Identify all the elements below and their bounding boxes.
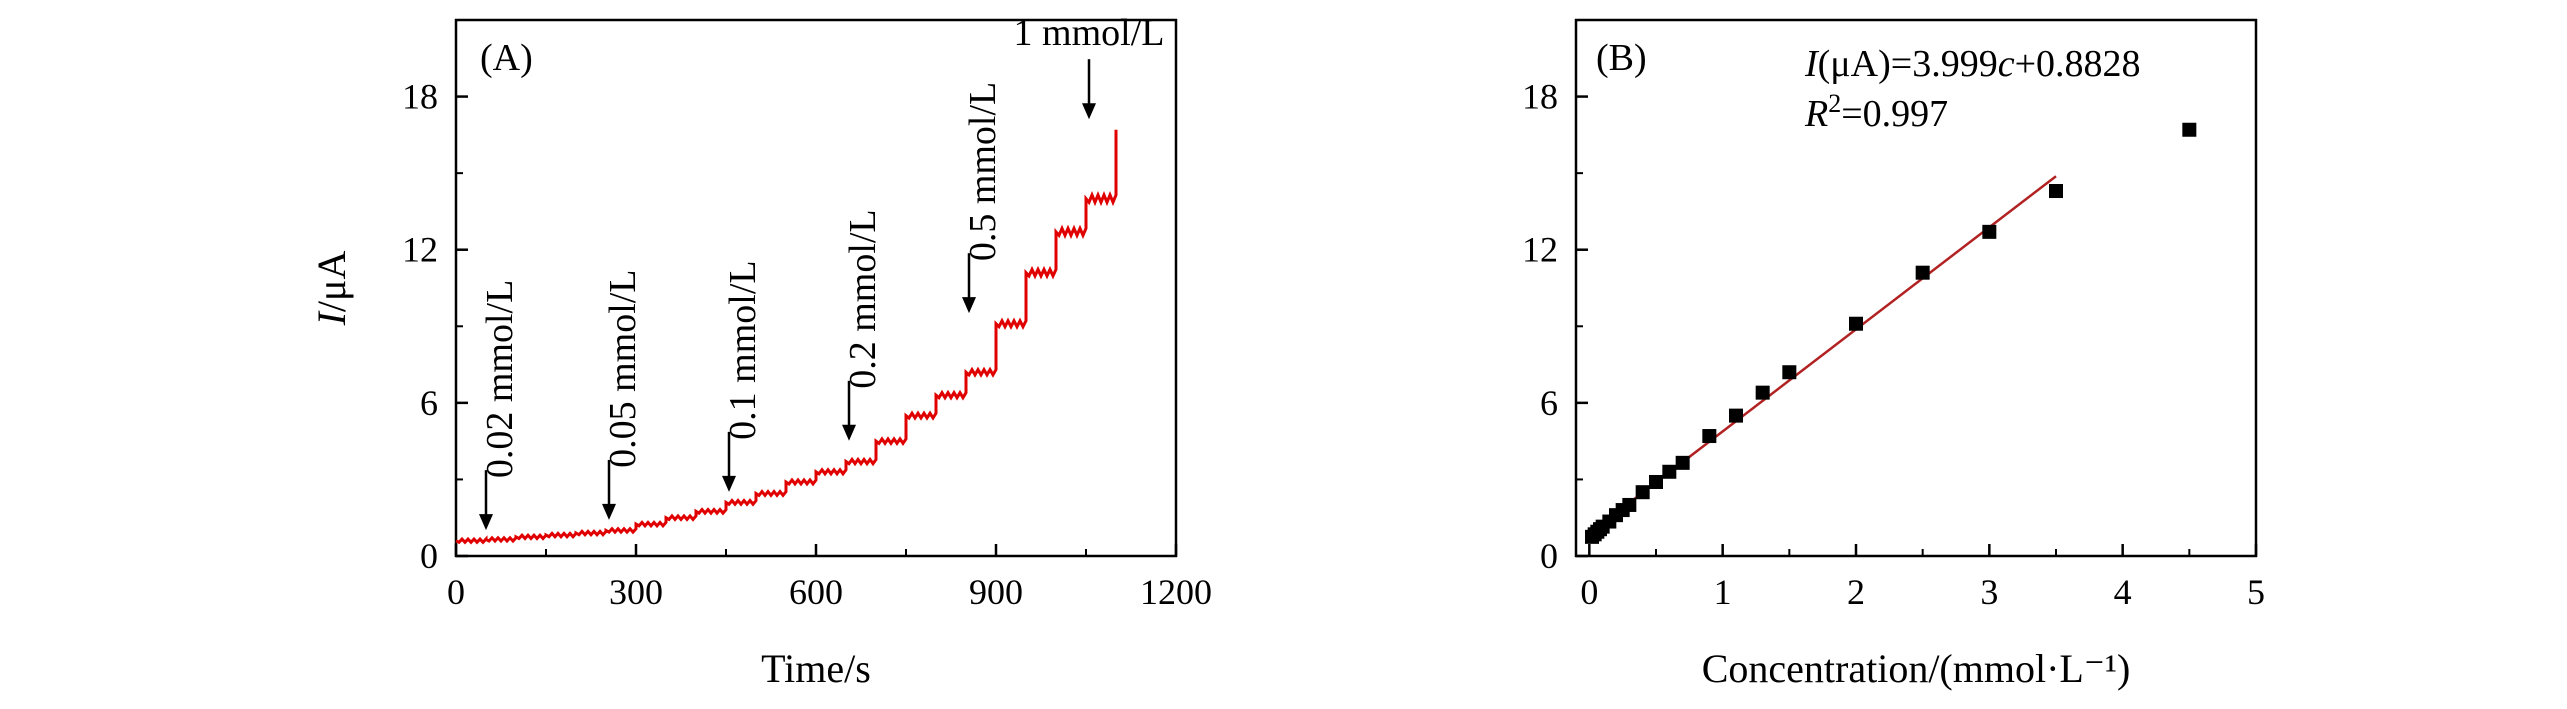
equation-symbol-i: I [1804, 43, 1820, 85]
r2-symbol: R [1804, 93, 1828, 135]
annotation-arrow-head [479, 514, 493, 531]
panel-b-x-axis-title: Concentration/(mmol·L⁻¹) [1702, 646, 2131, 691]
panel-b-y-tick-label: 18 [1522, 77, 1558, 117]
panel-a-label: (A) [480, 37, 533, 79]
panel-b-x-tick-label: 3 [1980, 572, 1998, 612]
panel-b-data-point [1982, 224, 1997, 239]
panel-b-x-tick-label: 2 [1847, 572, 1865, 612]
equation-tail: +0.8828 [2015, 43, 2141, 85]
panel-b-data-point [1649, 474, 1663, 489]
panel-a-x-tick-label: 1200 [1140, 572, 1212, 612]
panel-a-y-tick-label: 18 [402, 77, 438, 117]
panel-b-x-tick-label: 4 [2114, 572, 2132, 612]
annotation-label: 1 mmol/L [1014, 12, 1165, 54]
panel-a-annotations: 0.02 mmol/L 0.05 mmol/L 0.1 mmol/L 0.2 mmol… [479, 12, 1165, 531]
panel-b-r-squared: R2=0.997 [1804, 89, 1948, 136]
panel-a-x-tick-label: 900 [969, 572, 1023, 612]
r2-value: =0.997 [1841, 93, 1948, 135]
panel-b-frame [1574, 18, 2258, 558]
annotation-label: 0.2 mmol/L [842, 209, 884, 388]
panel-b-data-point [1849, 316, 1863, 331]
panel-b-data-point [1755, 385, 1770, 400]
panel-a: (A) 0 300 600 900 1200 0 6 12 18 0.02 mmol/L 0.05… [309, 12, 1212, 691]
panel-b-data-point [1635, 485, 1650, 500]
annotation-arrow-head [842, 424, 856, 441]
panel-b-label: (B) [1596, 37, 1647, 79]
panel-b-equation: I(μA)=3.999c+0.8828 [1804, 43, 2141, 85]
panel-a-y-tick-label: 12 [402, 230, 438, 270]
annotation-label: 0.1 mmol/L [722, 260, 764, 439]
annotation-arrow-head [962, 297, 976, 314]
annotation-label: 0.5 mmol/L [962, 82, 1004, 261]
panel-a-x-axis-title: Time/s [761, 646, 871, 691]
r2-superscript: 2 [1828, 89, 1841, 118]
panel-b-data-point [1915, 265, 1930, 280]
panel-b-x-tick-label: 1 [1714, 572, 1732, 612]
panel-b-data-point [2049, 184, 2063, 199]
panel-b-y-tick-label: 12 [1522, 230, 1558, 270]
panel-b-y-tick-label: 0 [1540, 536, 1558, 576]
panel-b-x-tick-label: 0 [1580, 572, 1598, 612]
panel-b-data-point [1622, 497, 1637, 512]
panel-b-y-tick-label: 6 [1540, 383, 1558, 423]
panel-b-data-point [1729, 408, 1743, 423]
panel-b-points [1585, 122, 2197, 544]
equation-mid: (μA)=3.999 [1818, 43, 1998, 85]
panel-a-y-axis-title-unit: /μA [309, 251, 354, 313]
equation-symbol-c: c [1998, 43, 2015, 85]
panel-a-y-tick-label: 0 [420, 536, 438, 576]
panel-b-data-point [1702, 429, 1717, 444]
panel-a-y-tick-label: 6 [420, 383, 438, 423]
panel-b-data-point [2182, 122, 2197, 137]
panel-b-x-tick-label: 5 [2247, 572, 2265, 612]
panel-a-x-tick-label: 300 [609, 572, 663, 612]
annotation-arrow-head [722, 475, 736, 492]
panel-a-x-tick-label: 600 [789, 572, 843, 612]
annotation-label: 0.05 mmol/L [602, 269, 644, 467]
annotation-arrow-head [602, 503, 616, 520]
panel-b-data-point [1662, 464, 1677, 479]
annotation-arrow-head [1082, 103, 1096, 120]
panel-a-current-trace [455, 129, 1118, 545]
panel-a-x-tick-label: 0 [447, 572, 465, 612]
panel-b-data-point [1782, 365, 1797, 380]
annotation-label: 0.02 mmol/L [479, 280, 521, 478]
panel-b-data-point [1675, 455, 1690, 470]
panel-a-ticks: 0 300 600 900 1200 0 6 12 18 [402, 19, 1212, 612]
panel-a-y-axis-title: I/μA [309, 251, 354, 327]
panel-a-y-axis-title-symbol: I [309, 310, 354, 326]
